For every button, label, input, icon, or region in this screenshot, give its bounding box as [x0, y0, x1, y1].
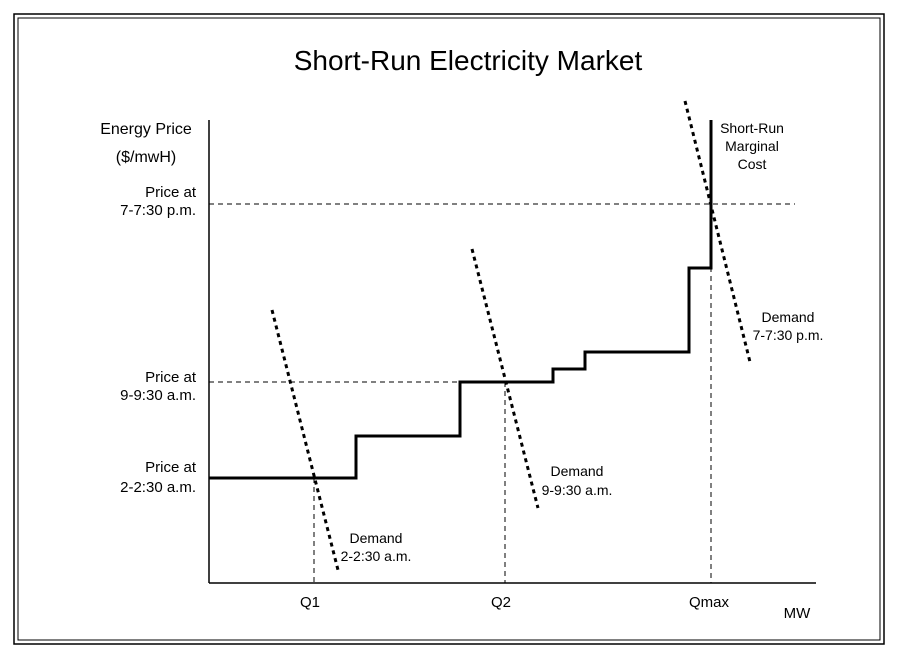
demand-label-night-line2: 2-2:30 a.m.: [341, 548, 412, 564]
x-axis-label: MW: [784, 605, 811, 622]
quantity-label-qmax: Qmax: [689, 594, 730, 611]
demand-curve-night: [270, 309, 340, 571]
supply-label-line2: Marginal: [725, 138, 779, 154]
supply-label-line3: Cost: [738, 156, 767, 172]
demand-label-night-line1: Demand: [350, 530, 403, 546]
quantity-label-q2: Q2: [491, 594, 511, 611]
y-axis-label-line2: ($/mwH): [116, 149, 176, 166]
demand-curve-evening: [683, 100, 752, 363]
y-axis-label-line1: Energy Price: [100, 121, 192, 138]
price-label-morning-line2: 9-9:30 a.m.: [120, 387, 196, 404]
price-label-night-line1: Price at: [145, 459, 197, 476]
demand-label-morning-line2: 9-9:30 a.m.: [542, 482, 613, 498]
demand-curve-morning: [470, 248, 540, 509]
short-run-marginal-cost-curve: [209, 120, 713, 480]
price-label-night-line2: 2-2:30 a.m.: [120, 479, 196, 496]
diagram-title: Short-Run Electricity Market: [294, 45, 643, 76]
price-label-evening-line2: 7-7:30 p.m.: [120, 202, 196, 219]
outer-frame: [13, 13, 885, 645]
demand-label-evening-line1: Demand: [762, 309, 815, 325]
supply-label-line1: Short-Run: [720, 120, 784, 136]
inner-frame: [17, 17, 881, 641]
price-label-morning-line1: Price at: [145, 369, 197, 386]
quantity-label-q1: Q1: [300, 594, 320, 611]
demand-label-evening-line2: 7-7:30 p.m.: [753, 327, 824, 343]
demand-label-morning-line1: Demand: [551, 463, 604, 479]
price-label-evening-line1: Price at: [145, 184, 197, 201]
